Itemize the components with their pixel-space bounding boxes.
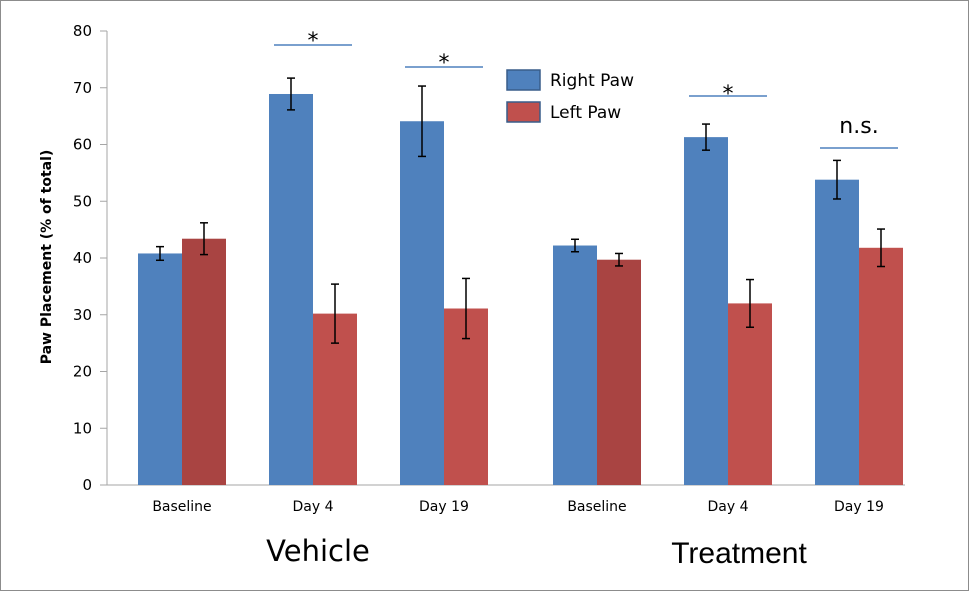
- y-tick-label: 40: [73, 249, 92, 267]
- legend: Right Paw Left Paw: [506, 69, 634, 123]
- right-paw-bar: [684, 137, 728, 485]
- legend-swatch-right-paw: [506, 69, 541, 91]
- x-tick-label: Day 4: [707, 499, 748, 515]
- legend-label-right-paw: Right Paw: [550, 71, 634, 91]
- y-tick-label: 80: [73, 22, 92, 40]
- x-tick-label: Day 19: [834, 499, 884, 515]
- y-tick-label: 60: [73, 136, 92, 154]
- significance-asterisk: *: [308, 29, 319, 54]
- bars: [138, 93, 903, 486]
- right-paw-bar: [815, 179, 859, 485]
- legend-label-left-paw: Left Paw: [550, 103, 621, 123]
- x-tick-label: Day 4: [292, 499, 333, 515]
- y-tick-label: 0: [82, 476, 92, 494]
- significance-ns: n.s.: [839, 114, 878, 139]
- y-tick-label: 10: [73, 419, 92, 437]
- group-label-vehicle: Vehicle: [266, 534, 370, 568]
- right-paw-bar: [138, 253, 182, 485]
- right-paw-bar: [553, 245, 597, 485]
- left-paw-bar: [182, 238, 226, 485]
- y-tick-label: 70: [73, 79, 92, 97]
- y-tick-label: 50: [73, 192, 92, 210]
- group-label-treatment: Treatment: [671, 537, 807, 570]
- right-paw-bar: [269, 93, 313, 486]
- y-tick-label: 20: [73, 363, 92, 381]
- x-tick-label: Baseline: [152, 499, 211, 515]
- left-paw-bar: [597, 259, 641, 485]
- axis-labels: Paw Placement (% of total) Baseline Day 4…: [39, 150, 884, 570]
- legend-swatch-left-paw: [506, 101, 541, 123]
- y-tick-label: 30: [73, 306, 92, 324]
- left-paw-bar: [859, 247, 903, 485]
- significance-annotations: * * * n.s.: [274, 29, 898, 149]
- significance-asterisk: *: [439, 51, 450, 76]
- right-paw-bar: [400, 121, 444, 486]
- x-tick-label: Baseline: [567, 499, 626, 515]
- left-paw-bar: [728, 303, 772, 485]
- error-bars: [156, 77, 885, 344]
- y-axis-label: Paw Placement (% of total): [39, 150, 55, 365]
- x-tick-label: Day 19: [419, 499, 469, 515]
- significance-asterisk: *: [723, 82, 734, 107]
